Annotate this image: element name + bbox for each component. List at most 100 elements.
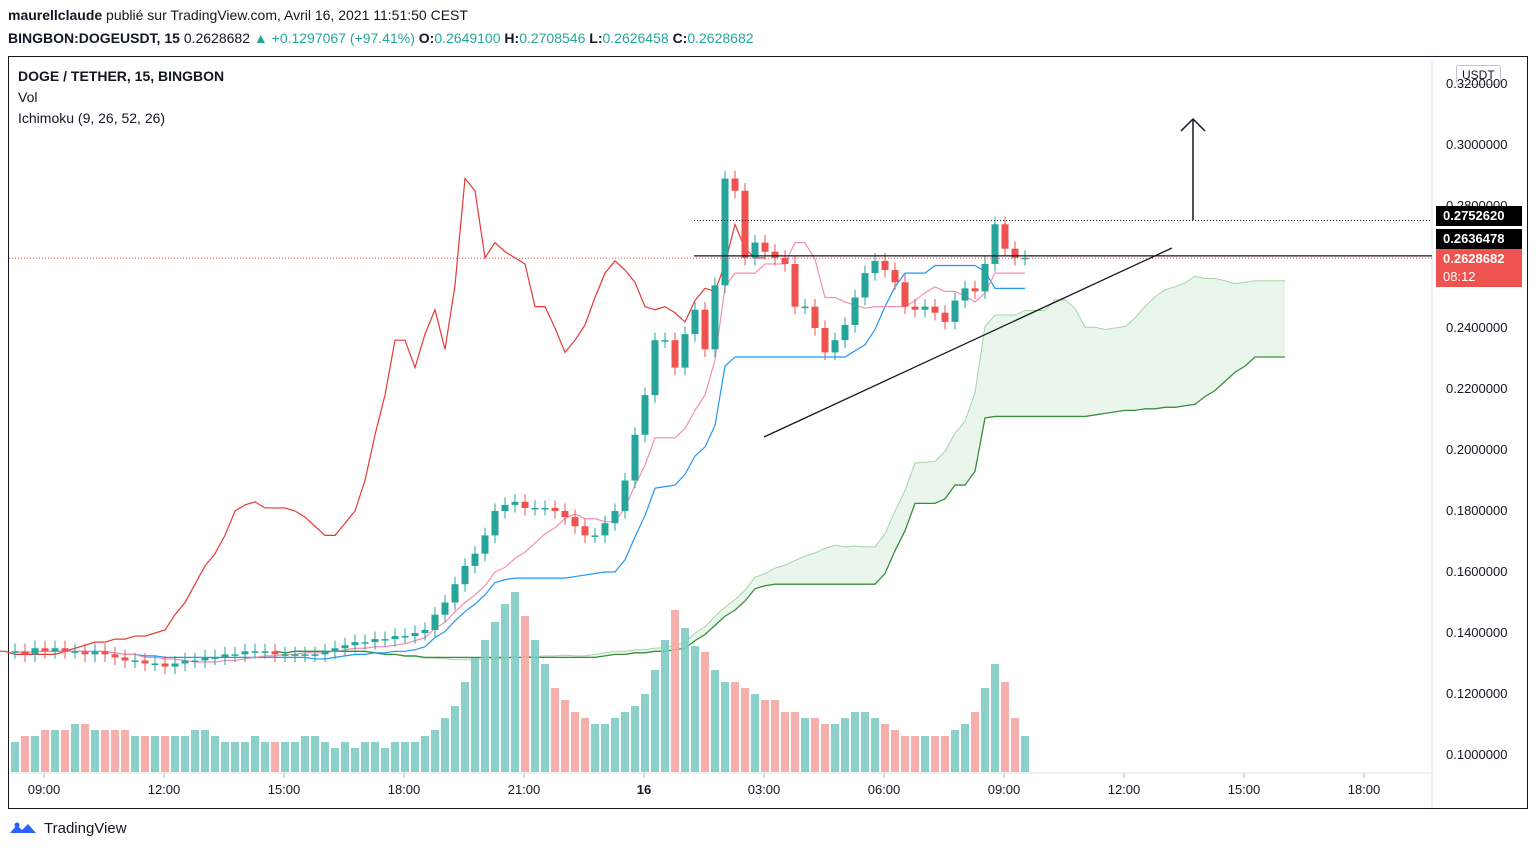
- volume-bar: [951, 730, 959, 772]
- x-tick-label: 09:00: [987, 782, 1021, 797]
- candle-body: [571, 517, 579, 527]
- volume-bar: [391, 742, 399, 772]
- publish-line: maurellclaude publié sur TradingView.com…: [8, 7, 468, 23]
- legend-ichimoku[interactable]: Ichimoku (9, 26, 52, 26): [18, 110, 166, 126]
- volume-bar: [931, 736, 939, 772]
- candle-body: [231, 654, 239, 656]
- candle-body: [211, 657, 219, 659]
- symbol-label: BINGBON:DOGEUSDT, 15: [8, 30, 180, 46]
- target-arrow-head: [1180, 117, 1206, 132]
- candle-body: [751, 242, 759, 258]
- volume-bar: [411, 742, 419, 772]
- candle-body: [281, 654, 289, 656]
- candle-body: [171, 663, 179, 667]
- candle-body: [191, 660, 199, 662]
- candle-body: [381, 639, 389, 641]
- volume-bar: [901, 736, 909, 772]
- volume-bar: [371, 742, 379, 772]
- candle-body: [451, 584, 459, 603]
- candle-body: [651, 340, 659, 396]
- candle-body: [201, 657, 209, 661]
- volume-bar: [191, 730, 199, 772]
- candle-body: [761, 242, 769, 252]
- volume-bar: [811, 718, 819, 772]
- candle-body: [641, 395, 649, 435]
- volume-bar: [851, 712, 859, 772]
- candle-body: [861, 273, 869, 298]
- volume-bar: [871, 718, 879, 772]
- y-tick-label: 0.1600000: [1446, 564, 1508, 579]
- volume-bar: [41, 730, 49, 772]
- x-tick-label: 15:00: [267, 782, 301, 797]
- candle-body: [301, 654, 309, 656]
- x-tick-label: 03:00: [747, 782, 781, 797]
- candle-body: [151, 663, 159, 665]
- tradingview-logo-icon: [10, 822, 36, 833]
- ichimoku-cloud: [274, 275, 1285, 661]
- author-name[interactable]: maurellclaude: [8, 7, 103, 23]
- candle-body: [351, 642, 359, 646]
- candle-body: [941, 312, 949, 322]
- volume-bar: [761, 700, 769, 772]
- candle-body: [621, 480, 629, 511]
- volume-bar: [691, 646, 699, 772]
- candle-body: [971, 288, 979, 292]
- volume-bar: [591, 724, 599, 772]
- volume-bar: [251, 736, 259, 772]
- volume-bar: [61, 730, 69, 772]
- currency-label[interactable]: USDT: [1456, 65, 1501, 85]
- candle-body: [881, 260, 889, 271]
- x-tick-label: 12:00: [1107, 782, 1141, 797]
- y-tick-label: 0.1800000: [1446, 503, 1508, 518]
- volume-bar: [71, 724, 79, 772]
- y-tick-label: 0.2400000: [1446, 320, 1508, 335]
- candle-body: [131, 660, 139, 662]
- candle-body: [251, 651, 259, 653]
- candle-body: [891, 270, 899, 283]
- y-tick-label: 0.1400000: [1446, 625, 1508, 640]
- volume-bar: [11, 742, 19, 772]
- candle-body: [791, 263, 799, 307]
- x-tick-label: 06:00: [867, 782, 901, 797]
- y-tick-label: 0.2200000: [1446, 381, 1508, 396]
- candle-body: [951, 300, 959, 322]
- candle-body: [21, 651, 29, 655]
- candle-body: [581, 526, 589, 536]
- volume-bar: [431, 730, 439, 772]
- volume-bar: [701, 652, 709, 772]
- volume-bar: [621, 712, 629, 772]
- y-tick-label: 0.3200000: [1446, 76, 1508, 91]
- chart-frame[interactable]: [8, 56, 1528, 809]
- chikou-span-line: [0, 177, 765, 655]
- volume-bar: [661, 640, 669, 772]
- candle-body: [371, 639, 379, 643]
- volume-bar: [401, 742, 409, 772]
- legend-vol[interactable]: Vol: [18, 89, 38, 105]
- candle-body: [51, 648, 59, 652]
- volume-bar: [101, 730, 109, 772]
- open-value: 0.2649100: [434, 30, 501, 46]
- legend-title[interactable]: DOGE / TETHER, 15, BINGBON: [18, 68, 225, 84]
- candle-body: [291, 654, 299, 656]
- candle-body: [711, 285, 719, 350]
- volume-bar: [681, 628, 689, 772]
- footer-brand[interactable]: TradingView: [8, 820, 127, 837]
- cloud-fill: [275, 276, 1285, 660]
- candle-body: [441, 602, 449, 615]
- volume-bar: [1021, 736, 1029, 772]
- candle-body: [931, 306, 939, 313]
- candle-body: [701, 309, 709, 350]
- span-b-line: [274, 356, 1285, 659]
- volume-bar: [841, 718, 849, 772]
- candle-body: [921, 306, 929, 310]
- x-tick-label: 12:00: [147, 782, 181, 797]
- candle-body: [321, 651, 329, 655]
- volume-bar: [801, 718, 809, 772]
- volume-bar: [651, 670, 659, 772]
- x-tick-label: 18:00: [387, 782, 421, 797]
- volume-bar: [321, 742, 329, 772]
- volume-bar: [971, 712, 979, 772]
- candle-body: [591, 535, 599, 537]
- volume-bar: [521, 616, 529, 772]
